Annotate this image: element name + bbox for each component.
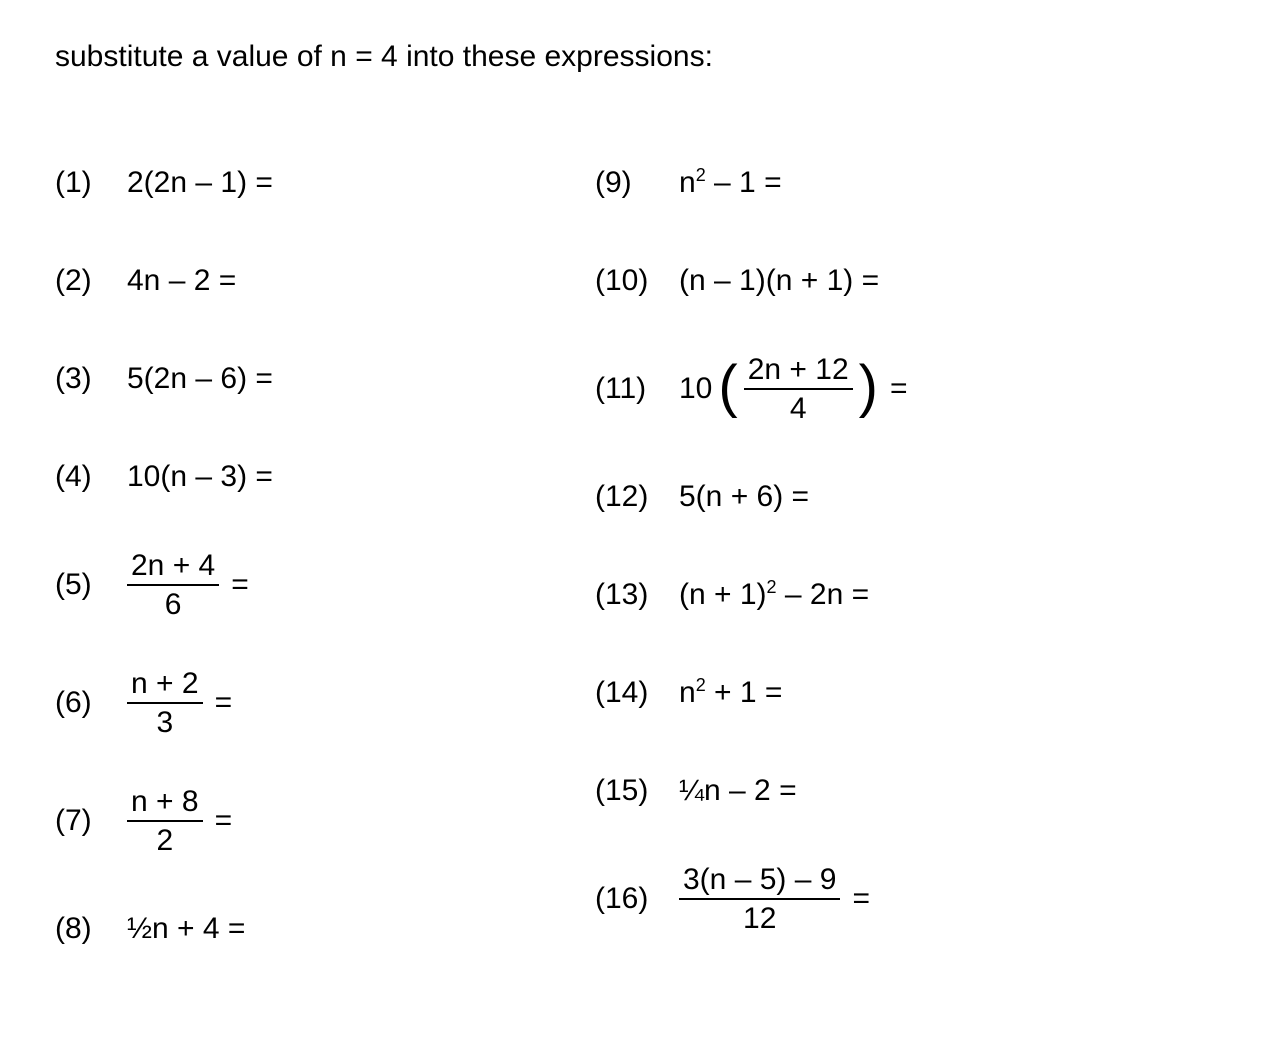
problem-number: (10): [595, 264, 679, 298]
problem-expression: 10 ( 2n + 12 4 ) =: [679, 353, 914, 425]
equals-sign: =: [852, 882, 870, 916]
problem-1: (1) 2(2n – 1) =: [55, 134, 595, 232]
worksheet-title: substitute a value of n = 4 into these e…: [55, 40, 1211, 74]
problem-3: (3) 5(2n – 6) =: [55, 330, 595, 428]
problem-expression: 3(n – 5) – 9 12 =: [679, 863, 876, 935]
problem-number: (5): [55, 568, 127, 602]
problem-5: (5) 2n + 4 6 =: [55, 526, 595, 644]
problem-expression: ¼n – 2 =: [679, 774, 797, 808]
problem-6: (6) n + 2 3 =: [55, 644, 595, 762]
problem-number: (8): [55, 912, 127, 946]
fraction-numerator: n + 2: [127, 667, 203, 704]
problem-expression: 4n – 2 =: [127, 264, 236, 298]
problem-number: (16): [595, 882, 679, 916]
problems-container: (1) 2(2n – 1) = (2) 4n – 2 = (3) 5(2n – …: [55, 134, 1211, 978]
problem-expression: 2n + 4 6 =: [127, 549, 255, 621]
problem-number: (2): [55, 264, 127, 298]
problem-number: (1): [55, 166, 127, 200]
equals-sign: =: [215, 686, 233, 720]
fraction-numerator: 2n + 4: [127, 549, 219, 586]
problem-number: (14): [595, 676, 679, 710]
fraction: 3(n – 5) – 9 12: [679, 863, 840, 935]
problem-expression: (n – 1)(n + 1) =: [679, 264, 879, 298]
problem-expression: n2 + 1 =: [679, 676, 782, 710]
problem-9: (9) n2 – 1 =: [595, 134, 1195, 232]
problem-number: (4): [55, 460, 127, 494]
problem-expression: 5(n + 6) =: [679, 480, 809, 514]
problem-number: (6): [55, 686, 127, 720]
expr-part: (n + 1)2 – 2n =: [679, 578, 869, 612]
fraction-numerator: n + 8: [127, 785, 203, 822]
problem-number: (12): [595, 480, 679, 514]
fraction-numerator: 3(n – 5) – 9: [679, 863, 840, 900]
problem-number: (7): [55, 804, 127, 838]
fraction: 2n + 12 4: [744, 353, 853, 425]
fraction: n + 2 3: [127, 667, 203, 739]
problem-expression: n + 8 2 =: [127, 785, 238, 857]
problem-expression: n2 – 1 =: [679, 166, 782, 200]
problem-2: (2) 4n – 2 =: [55, 232, 595, 330]
problem-number: (13): [595, 578, 679, 612]
equals-sign: =: [231, 568, 249, 602]
equals-sign: =: [215, 804, 233, 838]
fraction: 2n + 4 6: [127, 549, 219, 621]
problem-number: (9): [595, 166, 679, 200]
problem-expression: ½n + 4 =: [127, 912, 245, 946]
fraction-denominator: 12: [743, 900, 776, 935]
fraction-denominator: 2: [156, 822, 173, 857]
problem-8: (8) ½n + 4 =: [55, 880, 595, 978]
problem-expression: n + 2 3 =: [127, 667, 238, 739]
expr-lead: 10: [679, 372, 712, 406]
close-paren-icon: ): [859, 364, 878, 410]
problem-16: (16) 3(n – 5) – 9 12 =: [595, 840, 1195, 958]
problem-12: (12) 5(n + 6) =: [595, 448, 1195, 546]
problem-expression: 10(n – 3) =: [127, 460, 273, 494]
fraction: n + 8 2: [127, 785, 203, 857]
problem-13: (13) (n + 1)2 – 2n =: [595, 546, 1195, 644]
problem-4: (4) 10(n – 3) =: [55, 428, 595, 526]
problem-7: (7) n + 8 2 =: [55, 762, 595, 880]
problem-15: (15) ¼n – 2 =: [595, 742, 1195, 840]
problem-10: (10) (n – 1)(n + 1) =: [595, 232, 1195, 330]
problem-number: (15): [595, 774, 679, 808]
right-column: (9) n2 – 1 = (10) (n – 1)(n + 1) = (11) …: [595, 134, 1195, 978]
problem-expression: 2(2n – 1) =: [127, 166, 273, 200]
left-column: (1) 2(2n – 1) = (2) 4n – 2 = (3) 5(2n – …: [55, 134, 595, 978]
fraction-denominator: 3: [156, 704, 173, 739]
problem-expression: 5(2n – 6) =: [127, 362, 273, 396]
fraction-denominator: 6: [165, 586, 182, 621]
problem-number: (11): [595, 372, 679, 406]
equals-sign: =: [890, 372, 908, 406]
problem-14: (14) n2 + 1 =: [595, 644, 1195, 742]
problem-number: (3): [55, 362, 127, 396]
open-paren-icon: (: [718, 364, 737, 410]
expr-part: n2 – 1 =: [679, 166, 782, 200]
expr-part: n2 + 1 =: [679, 676, 782, 710]
fraction-denominator: 4: [790, 390, 807, 425]
problem-expression: (n + 1)2 – 2n =: [679, 578, 869, 612]
problem-11: (11) 10 ( 2n + 12 4 ) =: [595, 330, 1195, 448]
fraction-numerator: 2n + 12: [744, 353, 853, 390]
